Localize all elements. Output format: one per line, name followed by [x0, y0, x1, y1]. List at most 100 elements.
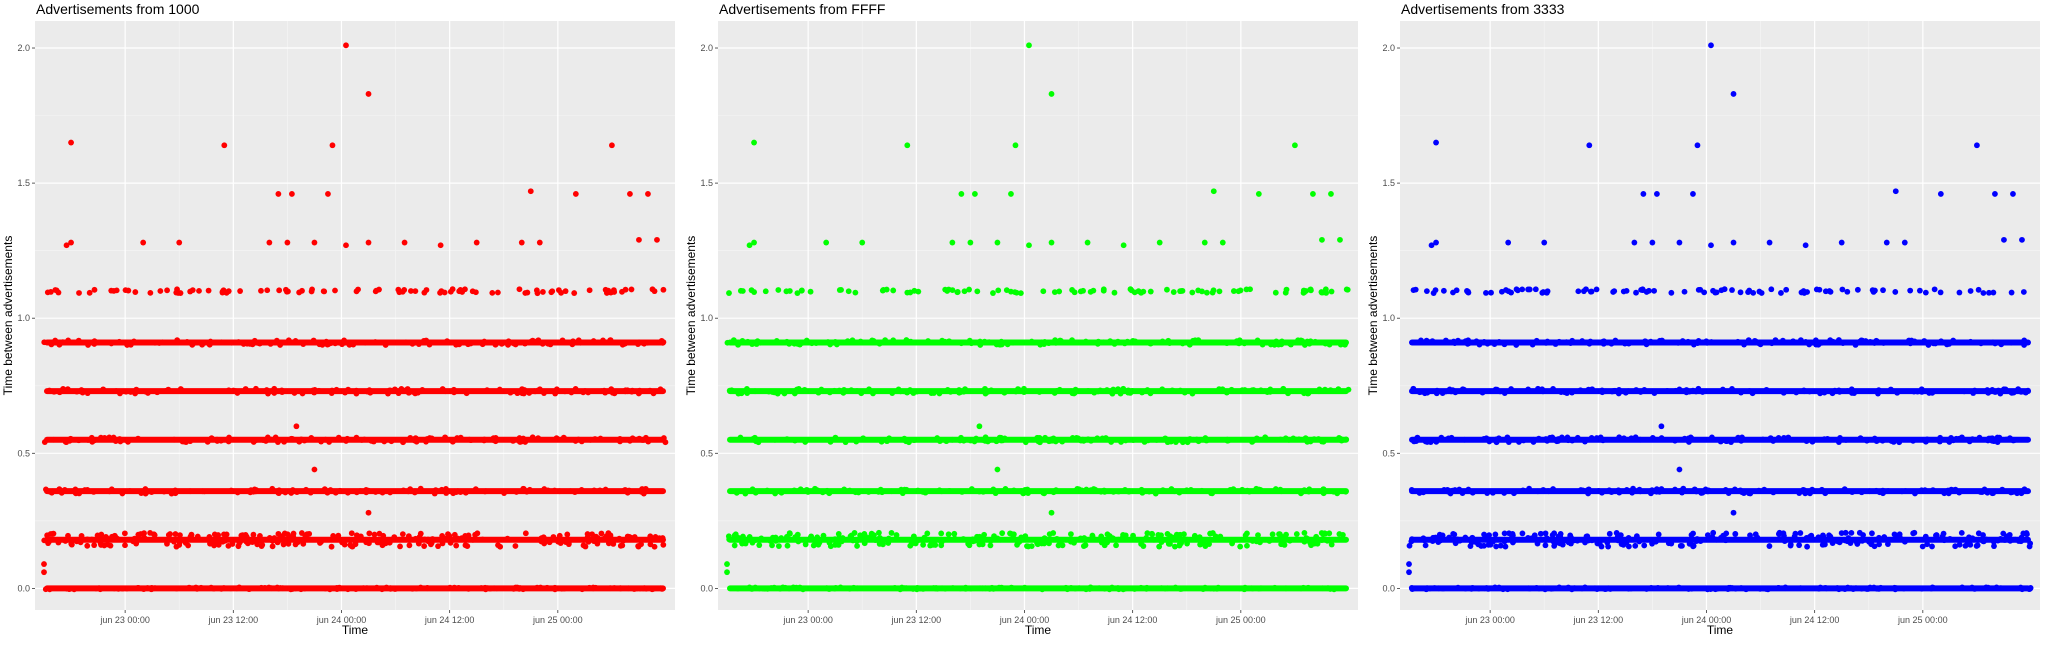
data-point [1342, 488, 1349, 495]
data-point [407, 434, 414, 441]
data-point [1431, 585, 1438, 591]
data-point [1455, 584, 1461, 591]
data-point [323, 338, 330, 345]
data-point [438, 486, 445, 493]
data-point [1257, 539, 1263, 546]
data-point [78, 532, 85, 539]
data-point [1323, 289, 1330, 296]
data-point [1633, 387, 1640, 393]
data-point [807, 288, 814, 295]
data-point [1440, 585, 1447, 592]
data-point [850, 584, 857, 591]
data-point [1331, 586, 1337, 593]
data-point [364, 388, 371, 395]
data-point [1501, 538, 1508, 545]
data-point [1181, 389, 1188, 396]
data-point [294, 539, 301, 546]
data-point [1723, 530, 1730, 537]
data-point [329, 142, 336, 149]
x-axis-title: Time [342, 623, 369, 637]
data-point [1937, 191, 1944, 197]
data-point [1857, 537, 1864, 544]
dense-band [727, 434, 1350, 446]
data-point [1301, 487, 1308, 494]
data-point [977, 338, 983, 345]
data-point [122, 542, 128, 549]
data-point [1096, 585, 1103, 592]
data-point [1690, 387, 1696, 394]
data-point [1585, 486, 1592, 493]
data-point [1285, 436, 1292, 443]
data-point [943, 438, 950, 445]
data-point [848, 387, 855, 394]
data-point [879, 287, 886, 294]
data-point [1873, 338, 1880, 345]
data-point [397, 543, 403, 550]
data-point [1513, 286, 1520, 293]
data-point [1171, 543, 1178, 550]
data-point [1830, 538, 1837, 545]
data-point [568, 389, 575, 396]
data-point [1621, 435, 1627, 442]
data-point [1598, 543, 1605, 550]
data-point [724, 569, 730, 576]
data-point [352, 586, 359, 593]
data-point [1241, 340, 1248, 347]
data-point [930, 541, 937, 548]
data-point [465, 585, 472, 592]
data-point [1455, 337, 1461, 344]
data-point [1633, 289, 1639, 296]
data-point [1984, 387, 1991, 393]
data-point [1575, 288, 1582, 295]
data-point [798, 287, 805, 294]
data-point [196, 287, 202, 294]
data-point [1330, 488, 1337, 495]
data-point [299, 390, 306, 397]
data-point [1844, 288, 1851, 295]
data-point [493, 585, 500, 592]
x-tick-label: jun 23 00:00 [782, 615, 833, 625]
data-point [117, 390, 123, 397]
data-point [1152, 490, 1159, 497]
data-point [469, 536, 476, 543]
data-point [756, 585, 763, 592]
data-point [870, 338, 877, 344]
data-point [1950, 337, 1957, 344]
data-point [133, 387, 140, 394]
data-point [296, 289, 303, 296]
data-point [513, 488, 520, 495]
data-point [854, 388, 860, 394]
data-point [1236, 337, 1243, 344]
data-point [353, 390, 360, 397]
data-point [274, 439, 281, 445]
data-point [413, 585, 420, 592]
data-point [1085, 436, 1092, 443]
data-point [958, 340, 965, 347]
data-point [284, 531, 291, 538]
data-point [1469, 489, 1476, 496]
data-point [211, 540, 218, 547]
data-point [744, 390, 751, 397]
data-point [808, 340, 815, 347]
data-point [764, 487, 771, 494]
data-point [1758, 290, 1765, 296]
data-point [504, 535, 511, 542]
data-point [726, 387, 733, 394]
data-point [1433, 390, 1440, 397]
data-point [1708, 242, 1714, 249]
data-point [1817, 585, 1824, 591]
data-point [1099, 435, 1106, 442]
data-point [1165, 540, 1172, 547]
data-point [737, 434, 744, 441]
data-point [298, 530, 305, 536]
data-point [526, 390, 533, 396]
data-point [507, 389, 514, 396]
data-point [467, 340, 474, 347]
data-point [600, 337, 606, 344]
data-point [91, 542, 98, 549]
data-point [1337, 341, 1344, 348]
data-point [1544, 288, 1551, 295]
data-point [206, 534, 213, 540]
data-point [142, 486, 149, 492]
data-point [958, 191, 965, 197]
